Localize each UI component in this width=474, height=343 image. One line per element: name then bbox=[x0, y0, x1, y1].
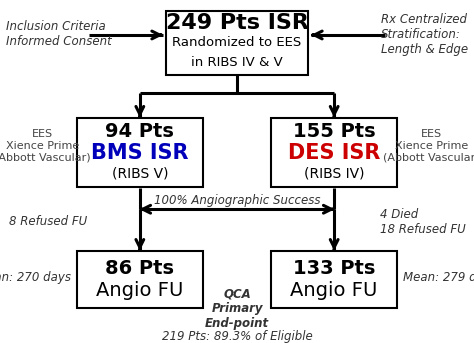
Text: Angio FU: Angio FU bbox=[291, 281, 378, 300]
Text: Mean: 279 days: Mean: 279 days bbox=[403, 271, 474, 284]
FancyBboxPatch shape bbox=[166, 11, 308, 75]
Text: 219 Pts: 89.3% of Eligible: 219 Pts: 89.3% of Eligible bbox=[162, 330, 312, 343]
FancyBboxPatch shape bbox=[77, 251, 202, 308]
FancyBboxPatch shape bbox=[271, 118, 397, 187]
Text: BMS ISR: BMS ISR bbox=[91, 143, 189, 163]
FancyBboxPatch shape bbox=[271, 251, 397, 308]
Text: Inclusion Criteria
Informed Consent: Inclusion Criteria Informed Consent bbox=[6, 20, 112, 48]
FancyBboxPatch shape bbox=[77, 118, 202, 187]
Text: DES ISR: DES ISR bbox=[288, 143, 380, 163]
Text: EES
Xience Prime
(Abbott Vascular): EES Xience Prime (Abbott Vascular) bbox=[383, 129, 474, 162]
Text: 100% Angiographic Success: 100% Angiographic Success bbox=[154, 194, 320, 207]
Text: 133 Pts: 133 Pts bbox=[293, 259, 375, 278]
Text: 86 Pts: 86 Pts bbox=[105, 259, 174, 278]
Text: Rx Centralized
Stratification:
Length & Edge: Rx Centralized Stratification: Length & … bbox=[381, 13, 468, 56]
Text: 94 Pts: 94 Pts bbox=[105, 122, 174, 141]
Text: EES
Xience Prime
(Abbott Vascular): EES Xience Prime (Abbott Vascular) bbox=[0, 129, 91, 162]
Text: in RIBS IV & V: in RIBS IV & V bbox=[191, 56, 283, 69]
Text: 4 Died
18 Refused FU: 4 Died 18 Refused FU bbox=[380, 208, 465, 236]
Text: 155 Pts: 155 Pts bbox=[293, 122, 375, 141]
Text: Angio FU: Angio FU bbox=[96, 281, 183, 300]
Text: (RIBS V): (RIBS V) bbox=[111, 167, 168, 181]
Text: 8 Refused FU: 8 Refused FU bbox=[9, 215, 87, 228]
Text: QCA
Primary
End-point: QCA Primary End-point bbox=[205, 287, 269, 330]
Text: 249 Pts ISR: 249 Pts ISR bbox=[165, 13, 309, 33]
Text: Mean: 270 days: Mean: 270 days bbox=[0, 271, 71, 284]
Text: (RIBS IV): (RIBS IV) bbox=[304, 167, 365, 181]
Text: Randomized to EES: Randomized to EES bbox=[173, 36, 301, 49]
